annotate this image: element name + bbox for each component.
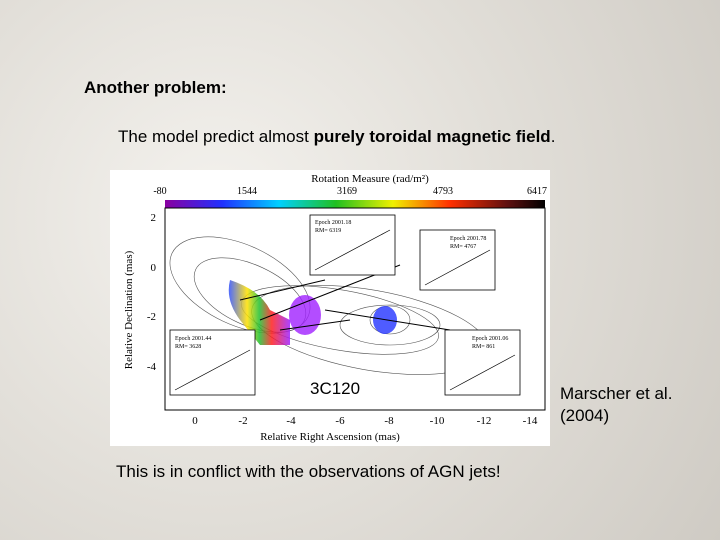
colorbar [165, 200, 545, 208]
inset-epoch: Epoch 2001.18 [315, 220, 351, 226]
x-axis-label: Relative Right Ascension (mas) [260, 431, 400, 443]
bullet-end: . [550, 127, 556, 146]
citation-line: (2004) [560, 406, 610, 425]
x-tick-label: 0 [192, 415, 198, 427]
figure: Rotation Measure (rad/m²) -80 1544 3169 … [110, 170, 550, 446]
inset-rm: RM= 3628 [175, 344, 201, 350]
y-tick-label: -2 [147, 311, 156, 323]
bullet-bold: purely toroidal magnetic field [313, 127, 551, 146]
colorbar-tick: -80 [153, 186, 166, 197]
rm-region [289, 295, 321, 335]
x-tick-label: -2 [238, 415, 247, 427]
inset-epoch: Epoch 2001.78 [450, 236, 486, 242]
source-label: 3C120 [310, 379, 361, 398]
y-tick-label: -4 [147, 361, 157, 373]
inset-fits [174, 229, 516, 391]
inset-epoch: Epoch 2001.06 [472, 336, 508, 342]
y-tick-label: 0 [151, 262, 157, 274]
plot-frame [164, 207, 546, 411]
y-axis-label: Relative Declination (mas) [123, 250, 135, 369]
x-tick-label: -10 [430, 415, 445, 427]
colorbar-title: Rotation Measure (rad/m²) [311, 173, 429, 185]
x-tick-label: -6 [335, 415, 345, 427]
inset-rm: RM= 4767 [450, 244, 476, 250]
slide-title: Another problem: [84, 78, 227, 97]
conclusion: This is in conflict with the observation… [116, 462, 501, 481]
bullet: The model predict almost purely toroidal… [118, 127, 555, 147]
inset-rm: RM= 861 [472, 344, 495, 350]
figure-background [110, 170, 550, 446]
y-tick-label: 2 [151, 212, 157, 224]
colorbar-tick: 4793 [433, 186, 453, 197]
x-tick-label: -12 [477, 415, 492, 427]
inset-frames [169, 214, 521, 396]
x-tick-label: -8 [384, 415, 394, 427]
inset-rm: RM= 6319 [315, 228, 341, 234]
x-tick-label: -4 [286, 415, 296, 427]
bullet-text: The model predict almost [118, 127, 314, 146]
colorbar-tick: 1544 [237, 186, 257, 197]
x-tick-label: -14 [523, 415, 538, 427]
rm-region [228, 280, 290, 345]
citation-line: Marscher et al. [560, 384, 673, 403]
inset-epoch: Epoch 2001.44 [175, 336, 211, 342]
colorbar-tick: 6417 [527, 186, 547, 197]
colorbar-tick: 3169 [337, 186, 357, 197]
